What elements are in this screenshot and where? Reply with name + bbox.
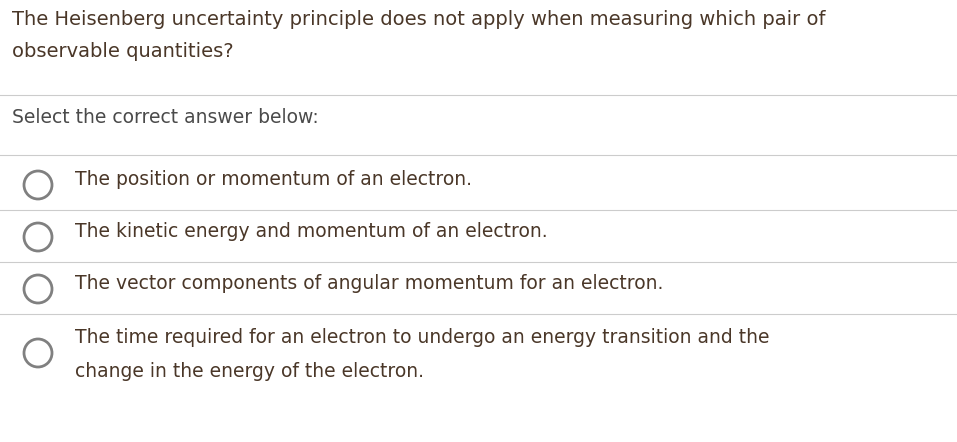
Text: observable quantities?: observable quantities? <box>12 42 234 61</box>
Text: The Heisenberg uncertainty principle does not apply when measuring which pair of: The Heisenberg uncertainty principle doe… <box>12 10 826 29</box>
Text: The vector components of angular momentum for an electron.: The vector components of angular momentu… <box>75 274 663 293</box>
Ellipse shape <box>24 223 52 251</box>
Ellipse shape <box>24 275 52 303</box>
Text: Select the correct answer below:: Select the correct answer below: <box>12 108 319 127</box>
Text: change in the energy of the electron.: change in the energy of the electron. <box>75 362 424 381</box>
Text: The kinetic energy and momentum of an electron.: The kinetic energy and momentum of an el… <box>75 222 547 241</box>
Ellipse shape <box>24 339 52 367</box>
Ellipse shape <box>24 171 52 199</box>
Text: The position or momentum of an electron.: The position or momentum of an electron. <box>75 170 472 189</box>
Text: The time required for an electron to undergo an energy transition and the: The time required for an electron to und… <box>75 328 769 347</box>
